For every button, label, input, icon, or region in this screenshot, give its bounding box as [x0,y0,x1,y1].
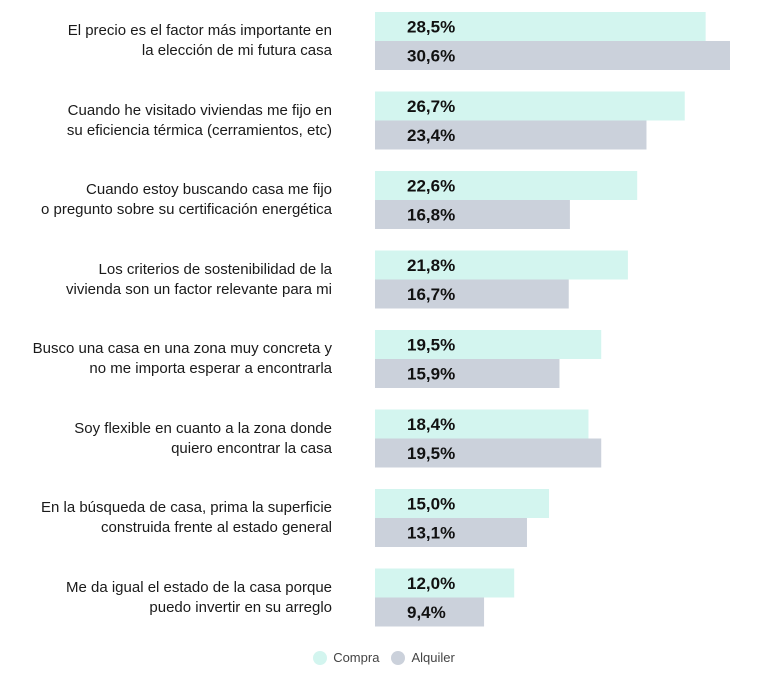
bar-alquiler-4 [375,359,560,388]
value-label-alquiler-2: 16,8% [407,206,455,225]
legend-swatch-alquiler [391,650,406,665]
category-label-line: Los criterios de sostenibilidad de la [98,260,332,278]
bar-compra-7 [375,568,515,598]
category-label-line: Cuando estoy buscando casa me fijo [86,181,332,198]
category-label-5: Soy flexible en cuanto a la zona donde qu… [20,419,332,459]
value-label-compra-5: 18,4% [407,415,455,434]
category-label-line: vivienda son un factor relevante para mi [66,280,332,298]
bar-alquiler-0 [375,41,730,70]
bar-compra-6 [375,489,550,518]
bar-alquiler-2 [375,200,570,229]
legend: Compra Alquiler [0,650,768,665]
value-label-compra-3: 21,8% [407,256,455,275]
category-label-line: puedo invertir en su arreglo [149,598,332,616]
category-label-line: Soy flexible en cuanto a la zona donde [74,419,332,437]
value-label-alquiler-7: 9,4% [407,603,446,622]
category-label-1: Cuando he visitado viviendas me fijo en s… [20,101,332,141]
category-label-line: o pregunto sobre su certificación energé… [40,201,332,218]
category-label-line: la elección de mi futura casa [141,42,332,59]
bar-compra-1 [375,91,685,121]
bar-compra-0 [375,12,706,41]
value-label-alquiler-0: 30,6% [407,47,455,66]
bar-compra-4 [375,330,602,359]
bar-compra-5 [375,409,589,439]
category-label-line: quiero encontrar la casa [171,439,332,457]
value-label-compra-4: 19,5% [407,336,455,355]
bar-alquiler-3 [375,279,569,309]
category-label-6: En la búsqueda de casa, prima la superfi… [20,498,332,538]
legend-swatch-compra [313,650,328,665]
value-label-compra-0: 28,5% [407,18,455,37]
bar-compra-2 [375,171,638,200]
bar-alquiler-6 [375,518,527,547]
category-label-7: Me da igual el estado de la casa porque p… [20,578,332,618]
category-label-0: El precio es el factor más importante en… [20,21,332,61]
category-label-line: su eficiencia térmica (cerramientos, etc… [66,121,332,139]
category-label-line: El precio es el factor más importante en [67,22,332,39]
category-label-line: Cuando he visitado viviendas me fijo en [67,101,332,119]
value-label-alquiler-3: 16,7% [407,285,455,304]
bar-alquiler-5 [375,438,602,468]
value-label-compra-7: 12,0% [407,574,455,593]
category-label-line: Me da igual el estado de la casa porque [65,578,332,596]
value-label-compra-1: 26,7% [407,97,455,116]
legend-label-alquiler: Alquiler [411,650,455,665]
legend-item-alquiler: Alquiler [391,650,455,665]
value-label-alquiler-6: 13,1% [407,524,455,543]
category-label-line: En la búsqueda de casa, prima la superfi… [40,499,332,516]
category-label-2: Cuando estoy buscando casa me fijo o preg… [20,180,332,220]
value-label-alquiler-5: 19,5% [407,444,455,463]
category-label-4: Busco una casa en una zona muy concreta … [20,339,332,379]
value-label-alquiler-4: 15,9% [407,365,455,384]
category-label-3: Los criterios de sostenibilidad de la viv… [20,260,332,300]
category-label-line: Busco una casa en una zona muy concreta … [32,340,332,357]
value-label-alquiler-1: 23,4% [407,126,455,145]
value-label-compra-6: 15,0% [407,495,455,514]
legend-item-compra: Compra [313,650,379,665]
value-label-compra-2: 22,6% [407,177,455,196]
category-label-line: construida frente al estado general [101,519,332,536]
bar-alquiler-1 [375,120,647,150]
legend-label-compra: Compra [333,650,380,665]
bar-alquiler-7 [375,597,485,627]
category-label-line: no me importa esperar a encontrarla [89,360,332,377]
bar-compra-3 [375,250,628,280]
